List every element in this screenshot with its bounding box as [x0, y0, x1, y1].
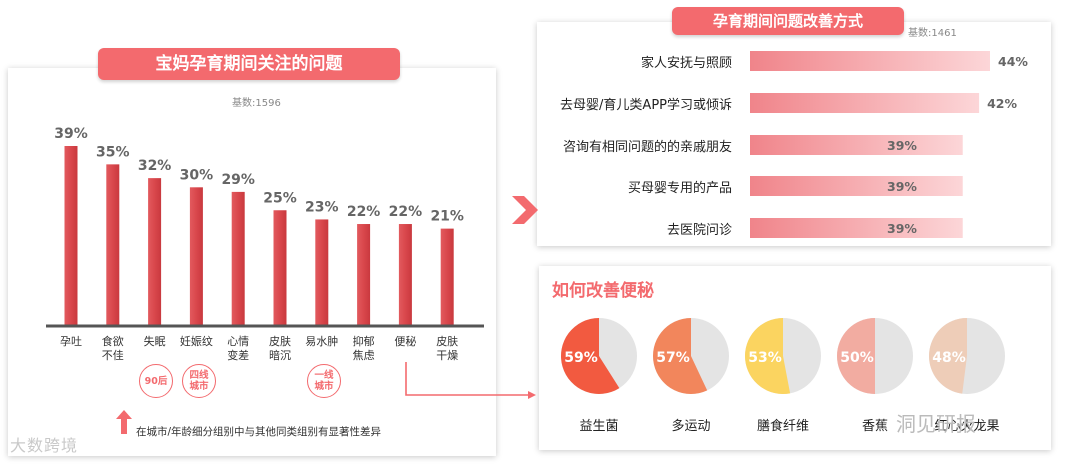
- hbar-1: [750, 93, 980, 113]
- hbar-2: [750, 135, 963, 155]
- bar-0: [64, 146, 78, 325]
- hbar-category-label-0: 家人安抚与照顾: [640, 56, 732, 71]
- badge-tier4-city-text: 四线 城市: [189, 370, 209, 392]
- hbar-category-label-2: 咨询有相同问题的的亲戚朋友: [562, 140, 732, 155]
- x-tick-label-9: 皮肤 干燥: [436, 335, 459, 362]
- x-tick-label-4: 心情 变差: [227, 335, 250, 362]
- bar-1: [106, 164, 120, 325]
- bar-value-label-8: 22%: [389, 204, 423, 220]
- hbar-value-label-2: 39%: [887, 138, 917, 153]
- pie-value-label-3: 50%: [840, 350, 874, 366]
- hbar-category-label-1: 去母婴/育儿类APP学习或倾诉: [560, 98, 732, 113]
- bar-7: [357, 224, 371, 325]
- badge-tier1-city-text: 一线 城市: [314, 370, 334, 392]
- pie-category-label-3: 香蕉: [861, 419, 888, 434]
- x-tick-label-1: 食欲 不佳: [101, 335, 124, 362]
- vertical-bar-group: 39% 35% 32% 30% 29% 25% 23% 22% 22% 21%: [54, 126, 464, 325]
- bar-value-label-7: 22%: [347, 204, 381, 220]
- bar-3: [189, 187, 203, 325]
- hbar-value-label-0: 44%: [998, 54, 1028, 69]
- bar-value-label-3: 30%: [180, 167, 214, 183]
- right-bottom-chart-title: 如何改善便秘: [552, 281, 654, 301]
- hbar-category-label-3: 买母婴专用的产品: [627, 181, 732, 196]
- hbar-value-label-1: 42%: [987, 96, 1017, 111]
- right-top-chart-title: 孕育期间问题改善方式: [672, 7, 904, 35]
- hbar-3: [750, 176, 963, 196]
- hbar-0: [750, 51, 990, 71]
- bar-5: [273, 210, 287, 325]
- bar-2: [148, 178, 162, 325]
- left-chart-panel: [8, 68, 496, 456]
- hbar-value-label-3: 39%: [887, 179, 917, 194]
- bar-value-label-6: 23%: [305, 199, 339, 215]
- bar-4: [231, 191, 245, 325]
- badge-tier4-city: 四线 城市: [182, 364, 216, 398]
- chevron-right-icon: [512, 196, 538, 224]
- hbar-category-label-4: 去医院问诊: [666, 223, 732, 238]
- x-tick-label-8: 便秘: [394, 335, 417, 348]
- badge-90s: 90后: [139, 364, 173, 398]
- hbar-4: [750, 218, 963, 238]
- bar-value-label-2: 32%: [138, 158, 172, 174]
- footnote: 在城市/年龄细分组别中与其他同类组别有显著性差异: [136, 426, 382, 438]
- badge-tier1-city: 一线 城市: [307, 364, 341, 398]
- bar-6: [315, 219, 329, 325]
- pie-slice-4: [929, 318, 967, 394]
- x-tick-label-6: 易水肿: [305, 335, 339, 348]
- pie-group: 59% 57% 53% 50% 48%: [561, 318, 1005, 395]
- x-tick-label-5: 皮肤 暗沉: [269, 335, 291, 362]
- bar-8: [398, 224, 412, 325]
- x-tick-label-0: 孕吐: [60, 335, 82, 348]
- arrow-head-icon: [528, 391, 536, 399]
- bar-value-label-5: 25%: [263, 190, 297, 206]
- pie-value-label-2: 53%: [748, 350, 782, 366]
- up-arrow-icon: [116, 410, 132, 434]
- pie-value-label-4: 48%: [932, 350, 966, 366]
- pie-category-label-1: 多运动: [671, 419, 711, 434]
- watermark-right: 洞见研报: [896, 412, 976, 436]
- pie-value-label-1: 57%: [656, 350, 690, 366]
- hbar-value-label-4: 39%: [887, 221, 917, 236]
- left-base-count: 基数:1596: [232, 98, 281, 109]
- badge-90s-text: 90后: [144, 375, 168, 387]
- x-tick-label-7: 抑郁 焦虑: [352, 335, 375, 362]
- x-tick-label-2: 失眠: [143, 335, 166, 348]
- pie-slice-0: [561, 318, 620, 395]
- bar-value-label-4: 29%: [221, 172, 255, 188]
- watermark-left: 大数跨境: [10, 436, 79, 455]
- bar-value-label-9: 21%: [430, 209, 464, 225]
- right-top-base-count: 基数:1461: [908, 28, 957, 39]
- x-tick-label-3: 妊娠纹: [179, 335, 213, 348]
- pie-category-label-2: 膳食纤维: [756, 419, 809, 434]
- pie-category-label-0: 益生菌: [579, 419, 619, 434]
- pie-slice-1: [653, 318, 708, 395]
- pie-slice-3: [837, 318, 875, 394]
- bar-value-label-0: 39%: [54, 126, 88, 142]
- left-chart-title: 宝妈孕育期间关注的问题: [98, 48, 400, 80]
- horizontal-bar-group: 44% 42% 39% 39% 39%: [750, 51, 1028, 238]
- pie-category-label-4: 红心火龙果: [934, 419, 1000, 434]
- pie-slice-2: [744, 318, 791, 395]
- bar-value-label-1: 35%: [96, 144, 130, 160]
- bar-9: [440, 228, 454, 325]
- connector-arrow: [405, 362, 528, 396]
- pie-value-label-0: 59%: [564, 350, 598, 366]
